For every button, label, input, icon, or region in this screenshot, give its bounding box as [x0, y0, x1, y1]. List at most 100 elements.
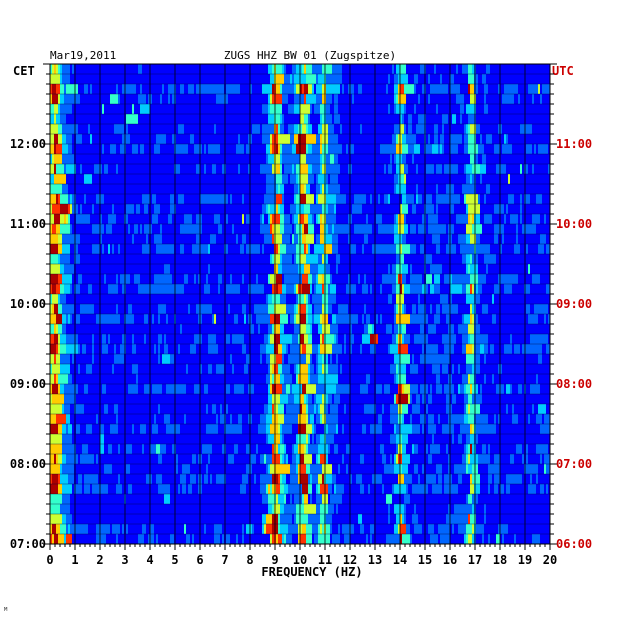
heatmap-cell: [438, 114, 441, 125]
heatmap-cell: [518, 124, 521, 135]
heatmap-cell: [518, 314, 523, 325]
heatmap-cell: [322, 234, 325, 245]
heatmap-cell: [284, 124, 287, 135]
heatmap-cell: [162, 84, 165, 95]
heatmap-cell: [442, 354, 449, 365]
heatmap-cell: [508, 254, 515, 265]
heatmap-cell: [170, 394, 175, 405]
heatmap-cell: [464, 64, 467, 75]
heatmap-cell: [396, 254, 401, 265]
heatmap-cell: [256, 134, 259, 145]
heatmap-cell: [196, 274, 199, 285]
heatmap-cell: [194, 204, 199, 215]
heatmap-cell: [114, 104, 119, 115]
heatmap-cell: [352, 94, 355, 105]
heatmap-cell: [506, 104, 513, 115]
heatmap-cell: [160, 134, 167, 145]
heatmap-cell: [170, 304, 175, 315]
heatmap-cell: [202, 74, 205, 85]
heatmap-cell: [478, 384, 481, 395]
heatmap-cell: [308, 364, 311, 375]
heatmap-cell: [426, 224, 429, 235]
heatmap-cell: [278, 134, 291, 145]
heatmap-cell: [146, 174, 149, 185]
heatmap-cell: [436, 74, 439, 85]
heatmap-cell: [288, 364, 291, 375]
heatmap-cell: [480, 404, 483, 415]
heatmap-cell: [106, 264, 109, 275]
heatmap-cell: [322, 304, 325, 315]
heatmap-cell: [56, 354, 61, 365]
heatmap-cell: [250, 344, 253, 355]
heatmap-cell: [140, 414, 143, 425]
heatmap-cell: [382, 384, 385, 395]
heatmap-cell: [252, 114, 257, 125]
heatmap-cell: [472, 334, 475, 345]
heatmap-cell: [330, 414, 333, 425]
heatmap-cell: [388, 404, 391, 415]
heatmap-cell: [518, 84, 521, 95]
heatmap-cell: [500, 284, 505, 295]
heatmap-cell: [280, 404, 285, 415]
heatmap-cell: [326, 214, 329, 225]
heatmap-cell: [478, 194, 481, 205]
heatmap-cell: [112, 354, 115, 365]
heatmap-cell: [76, 74, 81, 85]
heatmap-cell: [396, 334, 399, 345]
heatmap-cell: [140, 94, 143, 105]
heatmap-cell: [72, 144, 77, 155]
heatmap-cell: [278, 194, 283, 205]
heatmap-cell: [130, 164, 135, 175]
heatmap-cell: [390, 414, 395, 425]
heatmap-cell: [242, 364, 245, 375]
heatmap-cell: [454, 214, 457, 225]
heatmap-cell: [334, 334, 337, 345]
heatmap-cell: [516, 74, 519, 85]
heatmap-cell: [300, 394, 303, 405]
heatmap-cell: [160, 254, 165, 265]
heatmap-cell: [492, 364, 495, 375]
heatmap-cell: [132, 414, 137, 425]
heatmap-cell: [234, 414, 239, 425]
heatmap-cell: [80, 64, 83, 75]
heatmap-cell: [210, 64, 215, 75]
heatmap-cell: [280, 114, 283, 125]
heatmap-cell: [208, 294, 213, 305]
heatmap-cell: [82, 124, 89, 135]
heatmap-cell: [522, 214, 525, 225]
heatmap-cell: [266, 144, 271, 155]
heatmap-cell: [96, 124, 99, 135]
heatmap-cell: [108, 154, 115, 165]
heatmap-cell: [164, 344, 169, 355]
heatmap-cell: [482, 304, 485, 315]
heatmap-cell: [96, 244, 101, 255]
heatmap-cell: [346, 294, 349, 305]
heatmap-cell: [200, 344, 205, 355]
heatmap-cell: [478, 74, 483, 85]
heatmap-cell: [102, 294, 105, 305]
heatmap-cell: [98, 94, 111, 105]
heatmap-cell: [298, 264, 305, 275]
heatmap-cell: [202, 134, 205, 145]
heatmap-cell: [336, 214, 339, 225]
heatmap-cell: [314, 104, 321, 115]
heatmap-cell: [216, 274, 219, 285]
heatmap-cell: [406, 104, 411, 115]
heatmap-cell: [52, 244, 55, 255]
heatmap-cell: [228, 94, 233, 105]
heatmap-cell: [422, 84, 425, 95]
heatmap-cell: [250, 164, 255, 175]
heatmap-cell: [414, 194, 417, 205]
heatmap-cell: [450, 394, 453, 405]
heatmap-cell: [312, 294, 317, 305]
heatmap-cell: [548, 124, 551, 135]
heatmap-cell: [320, 114, 323, 125]
heatmap-cell: [246, 254, 251, 265]
heatmap-cell: [232, 224, 235, 235]
heatmap-cell: [450, 194, 457, 205]
heatmap-cell: [494, 74, 503, 85]
heatmap-cell: [398, 174, 401, 185]
heatmap-cell: [312, 214, 315, 225]
heatmap-cell: [294, 324, 301, 335]
heatmap-cell: [68, 424, 73, 435]
